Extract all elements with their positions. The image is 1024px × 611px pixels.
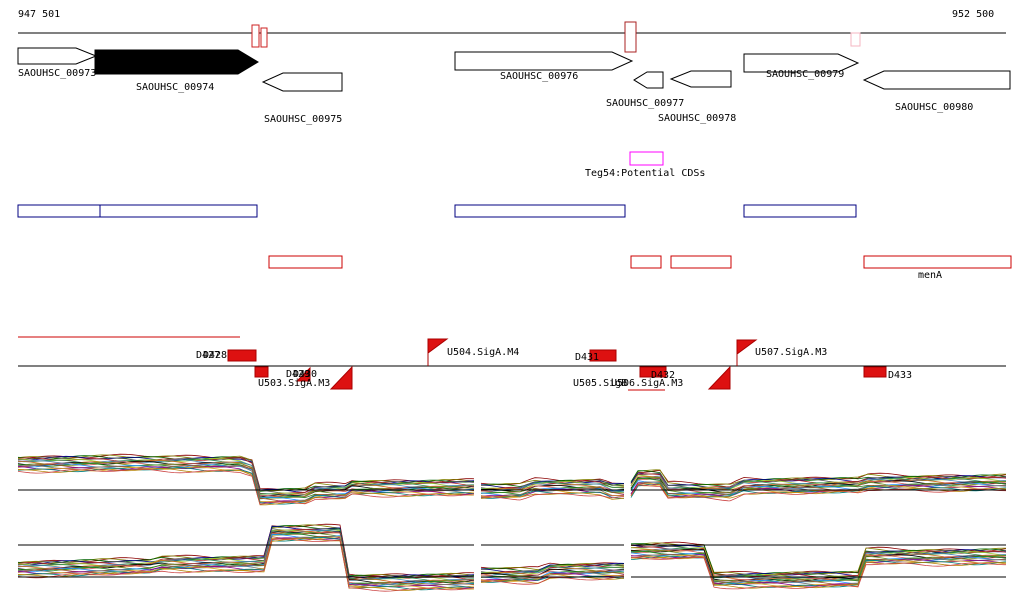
gene-arrow[interactable] bbox=[669, 70, 732, 88]
gene-label: SAOUHSC_00977 bbox=[606, 98, 684, 109]
terminator-box[interactable] bbox=[589, 349, 617, 362]
gene-label: SAOUHSC_00973 bbox=[18, 68, 96, 79]
expression-trace bbox=[17, 523, 475, 577]
predicted-cds-rect[interactable] bbox=[630, 255, 662, 269]
transcript-track bbox=[17, 204, 857, 218]
gene-arrow[interactable] bbox=[743, 53, 860, 73]
feature-label: U505.SigB bbox=[573, 378, 627, 389]
cds-marker[interactable] bbox=[251, 24, 260, 48]
expression-trace bbox=[630, 469, 1007, 486]
gene-arrow[interactable] bbox=[862, 70, 1011, 90]
terminator-box[interactable] bbox=[254, 366, 269, 378]
expression-trace bbox=[480, 493, 625, 501]
feature-label: U506.SigA.M3 bbox=[611, 378, 683, 389]
gene-label: SAOUHSC_00979 bbox=[766, 69, 844, 80]
expression-trace bbox=[630, 552, 1006, 585]
feature-label: D429 bbox=[286, 369, 310, 380]
expression-trace bbox=[480, 480, 625, 491]
gene-label: SAOUHSC_00974 bbox=[136, 82, 214, 93]
expression-track bbox=[17, 453, 1007, 592]
gene-label: SAOUHSC_00980 bbox=[895, 102, 973, 113]
expression-trace bbox=[630, 549, 1007, 583]
expression-trace bbox=[17, 536, 475, 588]
promoter-flag[interactable] bbox=[329, 365, 353, 390]
ruler-track bbox=[18, 21, 1006, 53]
ruler-start-label: 947 501 bbox=[18, 9, 61, 20]
expression-trace bbox=[480, 573, 625, 582]
predicted-cds-rect[interactable] bbox=[863, 255, 1012, 269]
feature-label: U503.SigA.M3 bbox=[258, 378, 330, 389]
gene-arrow[interactable] bbox=[454, 51, 634, 71]
promoter-flag[interactable] bbox=[736, 339, 758, 355]
predicted-cds-rect[interactable] bbox=[670, 255, 732, 269]
expression-trace bbox=[480, 571, 624, 583]
expression-trace bbox=[480, 490, 625, 499]
feature-label: D428 bbox=[203, 350, 227, 361]
feature-label: D431 bbox=[575, 352, 599, 363]
expression-trace bbox=[630, 484, 1007, 502]
expression-trace bbox=[480, 564, 625, 575]
teg-cds-label: Teg54:Potential CDSs bbox=[585, 168, 705, 179]
cds-marker[interactable] bbox=[260, 27, 268, 48]
predicted-cds-track: menA bbox=[268, 255, 1012, 281]
expression-trace bbox=[630, 547, 1007, 580]
transcript-rect[interactable] bbox=[743, 204, 857, 218]
expression-trace bbox=[480, 484, 625, 493]
feature-label: D432 bbox=[651, 370, 675, 381]
transcript-rect[interactable] bbox=[17, 204, 258, 218]
promoter-flag[interactable] bbox=[295, 366, 311, 382]
expression-trace bbox=[630, 556, 1006, 590]
gene-name-label: menA bbox=[918, 270, 942, 281]
expression-trace bbox=[17, 529, 475, 583]
expression-trace bbox=[17, 535, 475, 587]
promoter-flag[interactable] bbox=[427, 338, 449, 354]
gene-label: SAOUHSC_00975 bbox=[264, 114, 342, 125]
terminator-box[interactable] bbox=[639, 366, 667, 378]
cds-marker[interactable] bbox=[850, 32, 861, 47]
gene-label: SAOUHSC_00976 bbox=[500, 71, 578, 82]
gene-arrow[interactable] bbox=[633, 71, 664, 89]
expression-trace bbox=[17, 538, 475, 592]
transcript-rect[interactable] bbox=[454, 204, 626, 218]
terminator-box[interactable] bbox=[227, 349, 257, 362]
teg-cds-track: Teg54:Potential CDSs bbox=[585, 151, 705, 179]
expression-trace bbox=[17, 467, 475, 505]
feature-label: D427 bbox=[196, 350, 220, 361]
terminator-box[interactable] bbox=[863, 366, 887, 378]
feature-label: D430 bbox=[293, 369, 317, 380]
expression-trace bbox=[17, 464, 475, 503]
gene-label: SAOUHSC_00978 bbox=[658, 113, 736, 124]
gene-arrow[interactable] bbox=[94, 49, 259, 75]
gene-track: SAOUHSC_00973 SAOUHSC_00974 SAOUHSC_00975 S… bbox=[17, 47, 1011, 125]
feature-label: U504.SigA.M4 bbox=[447, 347, 519, 358]
cds-marker[interactable] bbox=[624, 21, 637, 53]
promoter-flag[interactable] bbox=[707, 365, 731, 390]
expression-trace bbox=[480, 492, 625, 500]
expression-trace bbox=[630, 541, 1007, 575]
expression-trace bbox=[17, 537, 475, 591]
gene-arrow[interactable] bbox=[261, 72, 343, 92]
expression-trace bbox=[17, 468, 475, 505]
gene-arrow[interactable] bbox=[17, 47, 98, 65]
feature-label: U507.SigA.M3 bbox=[755, 347, 827, 358]
expression-trace bbox=[480, 576, 625, 585]
ruler-end-label: 952 500 bbox=[952, 9, 995, 20]
feature-label: D433 bbox=[888, 370, 912, 381]
teg-cds-rect[interactable] bbox=[629, 151, 664, 166]
predicted-cds-rect[interactable] bbox=[268, 255, 343, 269]
expression-trace bbox=[630, 544, 1007, 578]
